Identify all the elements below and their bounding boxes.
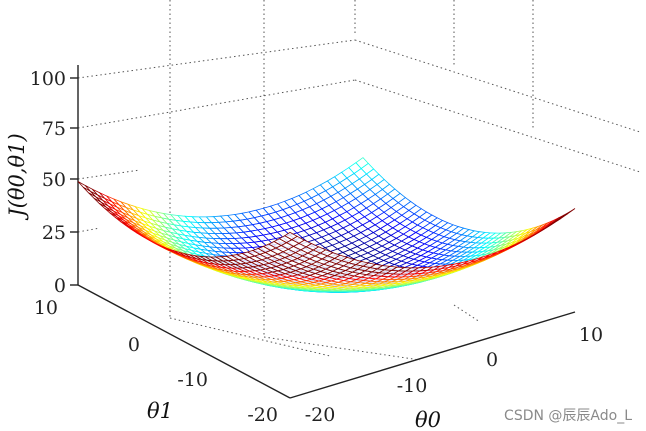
surface-mesh	[77, 157, 576, 293]
grid-lines	[70, 0, 641, 399]
watermark: CSDN @辰辰Ado_L	[504, 408, 632, 424]
grid-line	[354, 79, 641, 173]
grid-line	[263, 336, 421, 361]
y-axis-line	[77, 284, 291, 399]
grid-line	[77, 39, 356, 79]
y-tick-label: -10	[177, 369, 208, 391]
x-tick-label: -10	[397, 375, 428, 397]
y-tick-label: 10	[34, 297, 58, 319]
z-tick-label: 75	[42, 118, 66, 140]
grid-line	[77, 79, 356, 129]
z-tick-label: 0	[54, 275, 66, 297]
x-tick-label: -20	[305, 404, 336, 426]
x-axis-line	[289, 311, 576, 399]
z-tick-label: 100	[30, 68, 66, 90]
z-tick-label: 50	[42, 169, 66, 191]
grid-line	[77, 227, 101, 233]
grid-line	[77, 169, 141, 180]
z-axis-label: J(θ0,θ1)	[5, 133, 29, 221]
z-tick-label: 25	[42, 222, 66, 244]
surface-cell	[283, 231, 298, 241]
y-axis-label: θ1	[147, 399, 173, 423]
grid-line	[354, 39, 641, 133]
x-tick-label: 10	[579, 324, 603, 346]
x-axis-label: θ0	[415, 408, 441, 431]
x-tick-label: 0	[486, 349, 498, 371]
y-tick-label: -20	[247, 404, 278, 426]
grid-line	[169, 317, 331, 357]
grid-line	[453, 304, 481, 323]
y-tick-label: 0	[128, 334, 140, 356]
